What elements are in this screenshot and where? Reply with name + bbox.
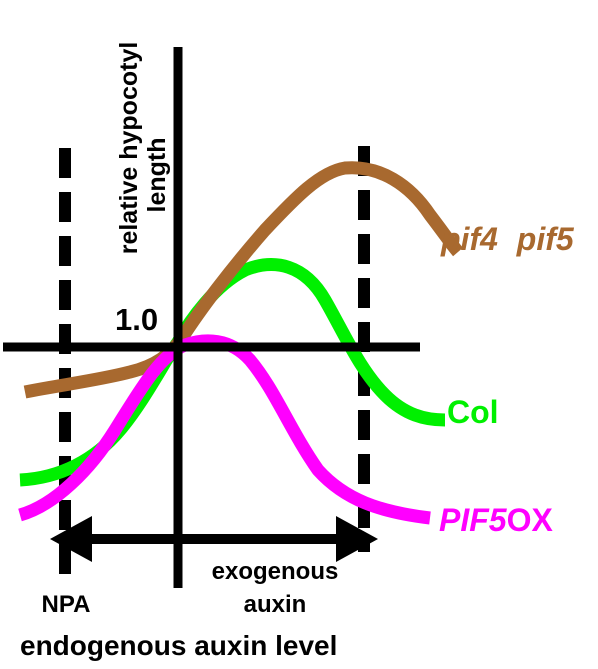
curve-pif5ox — [17, 334, 431, 525]
ox-label-part: OX — [507, 502, 554, 538]
pif4-label-part: pif4 — [440, 221, 498, 257]
exogenous-label-line1: exogenous — [212, 558, 339, 585]
baseline-value-label: 1.0 — [115, 302, 158, 337]
exogenous-label-line2: auxin — [244, 591, 307, 618]
y-axis-label-line1: relative hypocotyl — [115, 42, 143, 255]
x-axis-label: endogenous auxin level — [20, 630, 337, 661]
pif5-label-part: pif5 — [516, 221, 575, 257]
col-label: Col — [447, 394, 499, 430]
pif4pif5-label: pif4 pif5 — [440, 221, 575, 257]
npa-label: NPA — [42, 591, 91, 618]
curve-pif4pif5 — [23, 161, 463, 399]
arrow-left-head-icon — [50, 516, 92, 562]
pif5-italic-part: PIF5 — [439, 502, 508, 538]
curve-col — [19, 258, 446, 487]
y-axis-label-line2: length — [143, 138, 171, 213]
pif5ox-label: PIF5OX — [439, 502, 553, 538]
arrow-right-head-icon — [336, 516, 378, 562]
